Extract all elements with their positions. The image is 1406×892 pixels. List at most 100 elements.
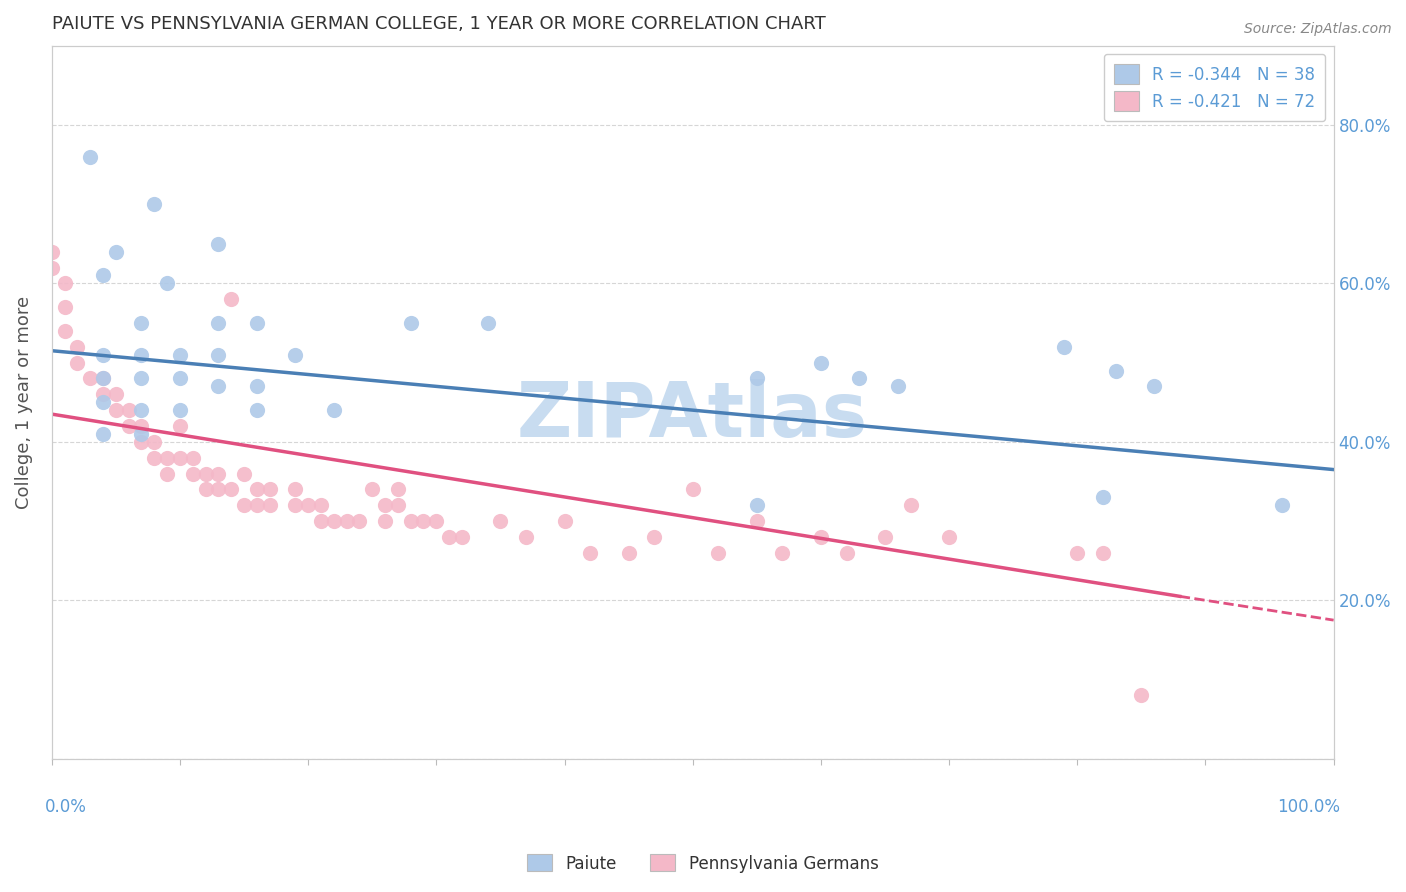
Point <box>309 498 332 512</box>
Text: Source: ZipAtlas.com: Source: ZipAtlas.com <box>1244 22 1392 37</box>
Point <box>207 236 229 251</box>
Point <box>41 260 63 275</box>
Point <box>1105 363 1128 377</box>
Point <box>835 546 858 560</box>
Point <box>207 483 229 497</box>
Text: ZIPAtlas: ZIPAtlas <box>517 379 869 453</box>
Legend: R = -0.344   N = 38, R = -0.421   N = 72: R = -0.344 N = 38, R = -0.421 N = 72 <box>1104 54 1326 121</box>
Point <box>91 426 114 441</box>
Point <box>451 530 474 544</box>
Point <box>259 498 281 512</box>
Point <box>131 403 153 417</box>
Point <box>349 514 371 528</box>
Point <box>233 467 256 481</box>
Point <box>682 483 704 497</box>
Point <box>169 419 191 434</box>
Point <box>489 514 512 528</box>
Point <box>643 530 665 544</box>
Point <box>91 371 114 385</box>
Point <box>91 395 114 409</box>
Y-axis label: College, 1 year or more: College, 1 year or more <box>15 295 32 508</box>
Point <box>91 348 114 362</box>
Point <box>1130 689 1153 703</box>
Point <box>387 483 409 497</box>
Point <box>194 483 217 497</box>
Point <box>181 467 204 481</box>
Point <box>219 483 242 497</box>
Point <box>143 197 166 211</box>
Point <box>66 356 89 370</box>
Point <box>156 277 179 291</box>
Point <box>938 530 960 544</box>
Point <box>131 426 153 441</box>
Point <box>246 483 269 497</box>
Point <box>412 514 434 528</box>
Point <box>1143 379 1166 393</box>
Point <box>810 356 832 370</box>
Point <box>1091 546 1114 560</box>
Point <box>194 467 217 481</box>
Point <box>425 514 447 528</box>
Point <box>131 316 153 330</box>
Point <box>143 450 166 465</box>
Point <box>553 514 575 528</box>
Point <box>309 514 332 528</box>
Point <box>41 244 63 259</box>
Point <box>1053 340 1076 354</box>
Point <box>246 316 269 330</box>
Point <box>579 546 602 560</box>
Point <box>387 498 409 512</box>
Text: PAIUTE VS PENNSYLVANIA GERMAN COLLEGE, 1 YEAR OR MORE CORRELATION CHART: PAIUTE VS PENNSYLVANIA GERMAN COLLEGE, 1… <box>52 15 825 33</box>
Point <box>707 546 730 560</box>
Point <box>91 268 114 283</box>
Point <box>900 498 922 512</box>
Point <box>399 316 422 330</box>
Point <box>259 483 281 497</box>
Point <box>233 498 256 512</box>
Point <box>336 514 359 528</box>
Point <box>143 434 166 449</box>
Point <box>1066 546 1088 560</box>
Point <box>104 244 127 259</box>
Point <box>169 348 191 362</box>
Point <box>91 371 114 385</box>
Point <box>1091 491 1114 505</box>
Point <box>873 530 896 544</box>
Point <box>79 150 101 164</box>
Point <box>156 467 179 481</box>
Point <box>53 277 76 291</box>
Point <box>437 530 460 544</box>
Point <box>374 498 396 512</box>
Text: 0.0%: 0.0% <box>45 798 87 816</box>
Point <box>207 316 229 330</box>
Point <box>53 300 76 314</box>
Point <box>246 379 269 393</box>
Point <box>207 348 229 362</box>
Point <box>246 498 269 512</box>
Point <box>91 387 114 401</box>
Point <box>745 498 768 512</box>
Point <box>207 379 229 393</box>
Point <box>322 514 344 528</box>
Point <box>284 348 307 362</box>
Point <box>246 403 269 417</box>
Point <box>104 387 127 401</box>
Point <box>284 498 307 512</box>
Point <box>745 514 768 528</box>
Point <box>219 292 242 306</box>
Point <box>745 371 768 385</box>
Point <box>118 419 141 434</box>
Point <box>131 348 153 362</box>
Point <box>131 419 153 434</box>
Point <box>131 371 153 385</box>
Point <box>848 371 870 385</box>
Point <box>477 316 499 330</box>
Point <box>118 403 141 417</box>
Legend: Paiute, Pennsylvania Germans: Paiute, Pennsylvania Germans <box>520 847 886 880</box>
Point <box>1271 498 1294 512</box>
Point <box>399 514 422 528</box>
Point <box>131 434 153 449</box>
Point <box>284 483 307 497</box>
Point <box>887 379 910 393</box>
Point <box>53 324 76 338</box>
